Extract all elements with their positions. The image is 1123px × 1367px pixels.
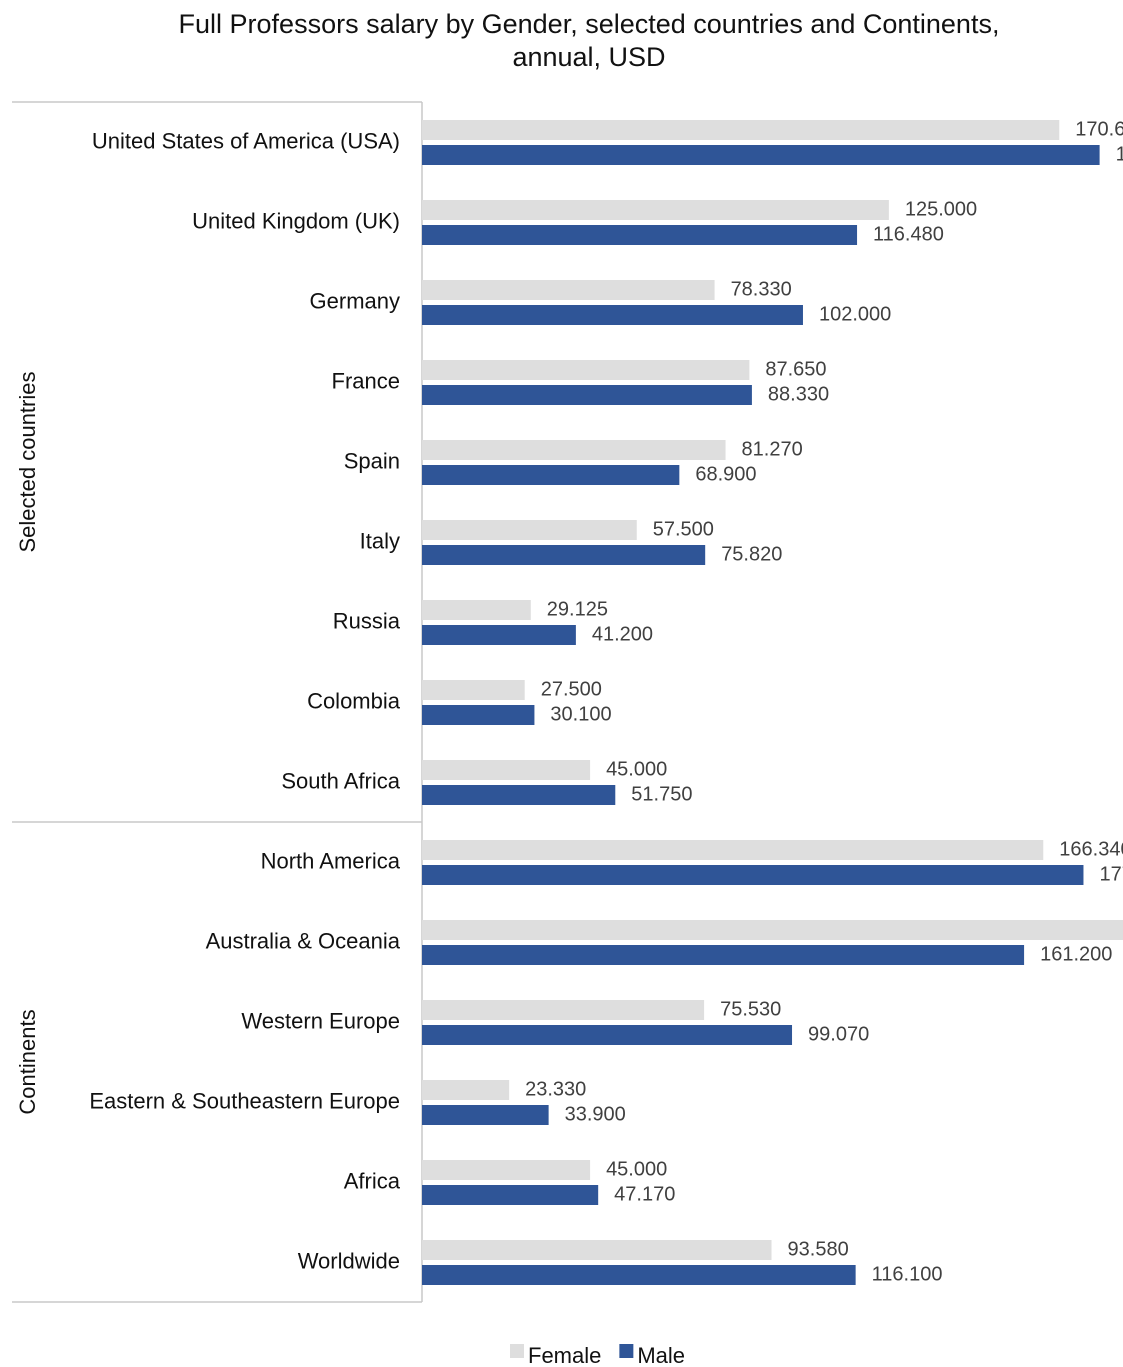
group-label-1: Continents [15,1009,40,1114]
value-label-female: 57.500 [653,518,714,540]
value-label-female: 78.330 [731,278,792,300]
legend-swatch-female [510,1344,524,1358]
category-label: United Kingdom (UK) [192,208,400,233]
category-label: Western Europe [241,1008,400,1033]
group-label-0: Selected countries [15,372,40,553]
legend-label-male: Male [637,1343,685,1367]
bar-male [422,305,803,325]
bar-male [422,785,616,805]
value-label-male: 99.070 [808,1023,869,1045]
category-label: Spain [344,448,400,473]
value-label-female: 29.125 [547,598,608,620]
value-label-male: 116.480 [873,223,944,245]
bar-female [422,520,637,540]
bar-male [422,465,680,485]
value-label-female: 87.650 [765,358,826,380]
bar-female [422,1080,510,1100]
value-label-male: 88.330 [768,383,829,405]
value-label-male: 30.100 [550,703,611,725]
category-label: North America [261,848,401,873]
category-label: South Africa [281,768,400,793]
category-label: Colombia [307,688,401,713]
bar-female [422,200,889,220]
category-label: France [332,368,400,393]
value-label-female: 166.340 [1059,838,1123,860]
bar-male [422,1025,793,1045]
legend-swatch-male [619,1344,634,1358]
bar-male [422,385,752,405]
bar-male [422,625,576,645]
category-label: Worldwide [298,1248,400,1273]
value-label-male: 161.200 [1040,943,1112,965]
bar-female [422,1240,772,1260]
bar-male [422,545,706,565]
bar-female [422,600,531,620]
value-label-female: 45.000 [606,758,667,780]
bar-female [422,360,750,380]
category-label: Italy [360,528,400,553]
category-label: Australia & Oceania [206,928,401,953]
value-label-male: 181.420 [1116,143,1123,165]
bar-female [422,280,715,300]
value-label-male: 51.750 [631,783,692,805]
value-label-male: 68.900 [695,463,756,485]
value-label-male: 41.200 [592,623,653,645]
value-label-female: 93.580 [788,1238,849,1260]
value-label-female: 75.530 [720,998,781,1020]
bar-male [422,1105,549,1125]
bar-female [422,840,1044,860]
bar-female [422,1160,591,1180]
bars: 170.620 181.420 125.000 116.480 78.330 102.00… [422,118,1123,1285]
value-label-male: 33.900 [565,1103,626,1125]
value-label-male: 47.170 [614,1183,675,1205]
category-label: Russia [333,608,401,633]
bar-male [422,1185,599,1205]
category-label: Africa [344,1168,401,1193]
bar-female [422,760,591,780]
legend: Female Male [510,1343,685,1367]
value-label-female: 45.000 [606,1158,667,1180]
chart-title-line-1: Full Professors salary by Gender, select… [179,9,1000,39]
value-label-male: 75.820 [721,543,782,565]
chart-title-line-2: annual, USD [512,42,665,72]
bar-female [422,440,726,460]
bar-male [422,145,1100,165]
bar-male [422,865,1084,885]
category-axis: Selected countries Continents United State… [12,101,423,1303]
value-label-female: 170.620 [1075,118,1123,140]
bar-male [422,225,858,245]
value-label-male: 177.100 [1099,863,1123,885]
category-label: United States of America (USA) [92,128,400,153]
value-label-female: 27.500 [541,678,602,700]
bar-female [422,680,525,700]
bar-female [422,920,1123,940]
bar-female [422,120,1060,140]
value-label-male: 116.100 [872,1263,943,1285]
value-label-female: 81.270 [742,438,803,460]
value-label-female: 23.330 [525,1078,586,1100]
value-label-female: 125.000 [905,198,977,220]
bar-male [422,945,1025,965]
bar-female [422,1000,705,1020]
category-label: Germany [310,288,400,313]
legend-label-female: Female [528,1343,601,1367]
bar-male [422,1265,856,1285]
category-label: Eastern & Southeastern Europe [89,1088,400,1113]
bar-male [422,705,535,725]
value-label-male: 102.000 [819,303,891,325]
